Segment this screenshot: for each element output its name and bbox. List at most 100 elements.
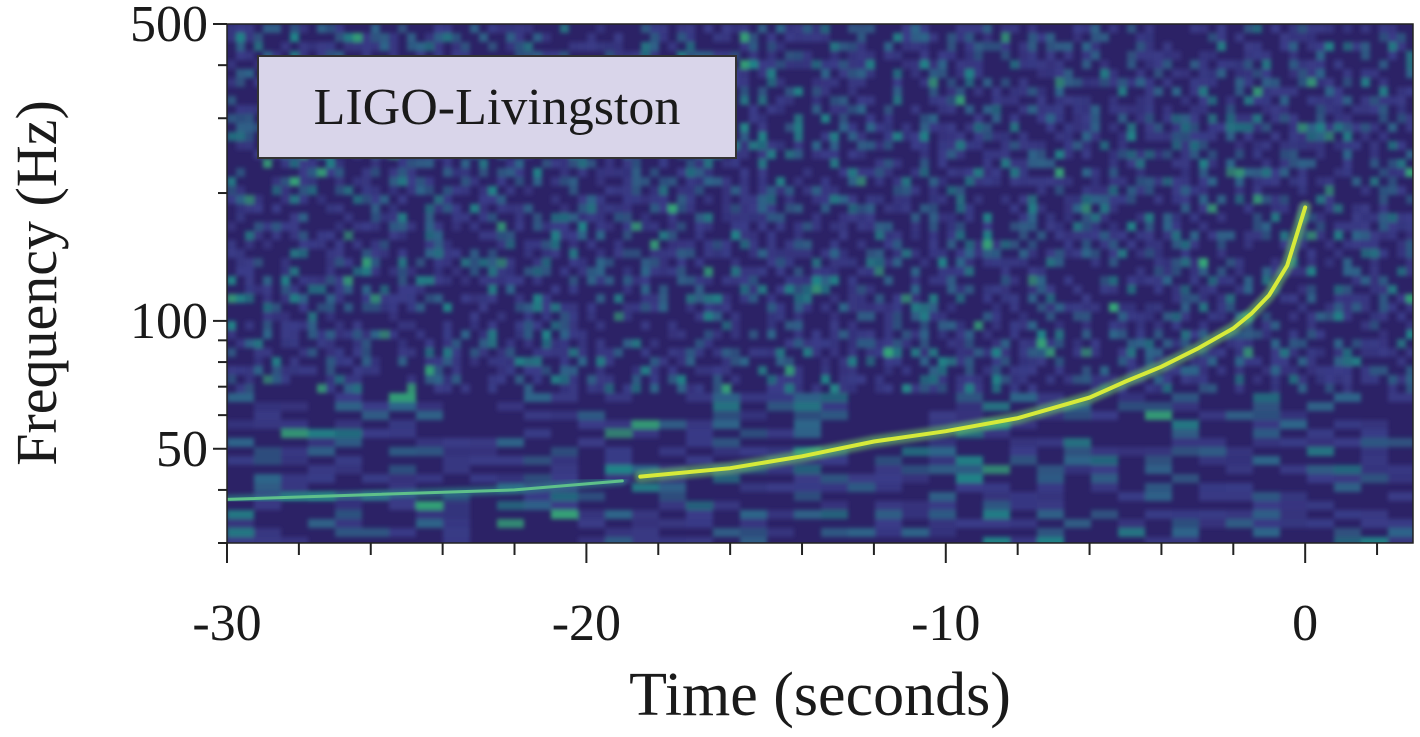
noise-cell	[1379, 213, 1388, 222]
noise-cell	[812, 105, 821, 114]
noise-cell	[506, 285, 515, 294]
noise-cell	[533, 222, 542, 231]
noise-cell	[1208, 51, 1217, 60]
noise-cell	[1055, 87, 1064, 96]
noise-cell	[1217, 294, 1226, 303]
noise-cell	[1307, 42, 1316, 51]
noise-cell	[353, 195, 362, 204]
noise-cell	[1343, 294, 1352, 303]
noise-cell	[1388, 24, 1397, 33]
noise-cell	[596, 366, 605, 375]
noise-cell	[848, 213, 857, 222]
noise-cell	[524, 366, 533, 375]
noise-cell	[434, 204, 443, 213]
noise-cell	[308, 312, 317, 321]
noise-cell	[884, 231, 893, 240]
noise-cell	[1298, 168, 1307, 177]
noise-cell	[1199, 186, 1208, 195]
noise-cell	[1082, 96, 1091, 105]
detector-label: LIGO-Livingston	[314, 79, 681, 136]
noise-cell	[749, 294, 758, 303]
noise-cell	[1010, 240, 1019, 249]
noise-cell	[785, 24, 794, 33]
noise-cell	[308, 474, 335, 483]
noise-cell	[794, 60, 803, 69]
noise-cell	[803, 186, 812, 195]
noise-cell	[1055, 321, 1064, 330]
noise-cell	[1226, 96, 1235, 105]
noise-cell	[1073, 348, 1082, 357]
noise-cell	[272, 303, 281, 312]
noise-cell	[866, 285, 875, 294]
noise-cell	[938, 132, 947, 141]
noise-cell	[569, 213, 578, 222]
noise-cell	[1343, 303, 1352, 312]
noise-cell	[236, 294, 245, 303]
noise-cell	[317, 240, 326, 249]
noise-cell	[983, 231, 992, 240]
noise-cell	[632, 384, 641, 393]
noise-cell	[236, 249, 245, 258]
noise-cell	[812, 348, 821, 357]
noise-cell	[929, 447, 956, 456]
noise-cell	[1244, 96, 1253, 105]
noise-cell	[605, 42, 614, 51]
noise-cell	[1136, 249, 1145, 258]
noise-cell	[1136, 150, 1145, 159]
noise-cell	[1091, 465, 1118, 474]
noise-cell	[524, 330, 533, 339]
noise-cell	[938, 384, 947, 393]
noise-cell	[524, 240, 533, 249]
noise-cell	[1307, 519, 1334, 528]
noise-cell	[326, 168, 335, 177]
noise-cell	[794, 366, 803, 375]
noise-cell	[1145, 303, 1154, 312]
noise-cell	[1136, 33, 1145, 42]
noise-cell	[1001, 150, 1010, 159]
noise-cell	[623, 303, 632, 312]
noise-cell	[776, 384, 785, 393]
noise-cell	[533, 33, 542, 42]
noise-cell	[929, 366, 938, 375]
noise-cell	[1298, 33, 1307, 42]
noise-cell	[263, 285, 272, 294]
noise-cell	[866, 339, 875, 348]
noise-cell	[533, 177, 542, 186]
noise-cell	[794, 330, 803, 339]
noise-cell	[560, 321, 569, 330]
noise-cell	[1235, 267, 1244, 276]
noise-cell	[1307, 249, 1316, 258]
noise-cell	[1226, 456, 1253, 465]
noise-cell	[677, 384, 686, 393]
noise-cell	[1298, 339, 1307, 348]
noise-cell	[830, 96, 839, 105]
noise-cell	[416, 447, 443, 456]
noise-cell	[1154, 348, 1163, 357]
noise-cell	[740, 78, 749, 87]
noise-cell	[911, 186, 920, 195]
noise-cell	[740, 393, 767, 402]
noise-cell	[335, 285, 344, 294]
noise-cell	[515, 357, 524, 366]
noise-cell	[965, 240, 974, 249]
noise-cell	[983, 78, 992, 87]
noise-cell	[668, 366, 677, 375]
noise-cell	[443, 33, 452, 42]
noise-cell	[488, 213, 497, 222]
noise-cell	[920, 150, 929, 159]
noise-cell	[1037, 105, 1046, 114]
noise-cell	[1055, 249, 1064, 258]
noise-cell	[974, 42, 983, 51]
noise-cell	[407, 177, 416, 186]
noise-cell	[542, 366, 551, 375]
noise-cell	[830, 42, 839, 51]
noise-cell	[1091, 213, 1100, 222]
noise-cell	[389, 42, 398, 51]
noise-cell	[542, 303, 551, 312]
noise-cell	[857, 42, 866, 51]
noise-cell	[1082, 78, 1091, 87]
noise-cell	[1244, 204, 1253, 213]
noise-cell	[965, 141, 974, 150]
noise-cell	[371, 33, 380, 42]
noise-cell	[1253, 501, 1280, 510]
